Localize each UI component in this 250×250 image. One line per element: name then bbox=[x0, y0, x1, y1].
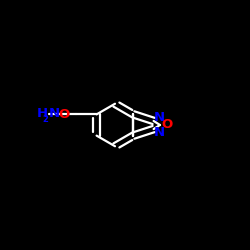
Text: N: N bbox=[154, 126, 165, 139]
Text: N: N bbox=[154, 111, 165, 124]
Text: H: H bbox=[37, 108, 48, 120]
Text: N: N bbox=[48, 108, 60, 120]
Text: 2: 2 bbox=[42, 116, 48, 124]
Text: O: O bbox=[58, 108, 69, 121]
Text: O: O bbox=[161, 118, 172, 132]
